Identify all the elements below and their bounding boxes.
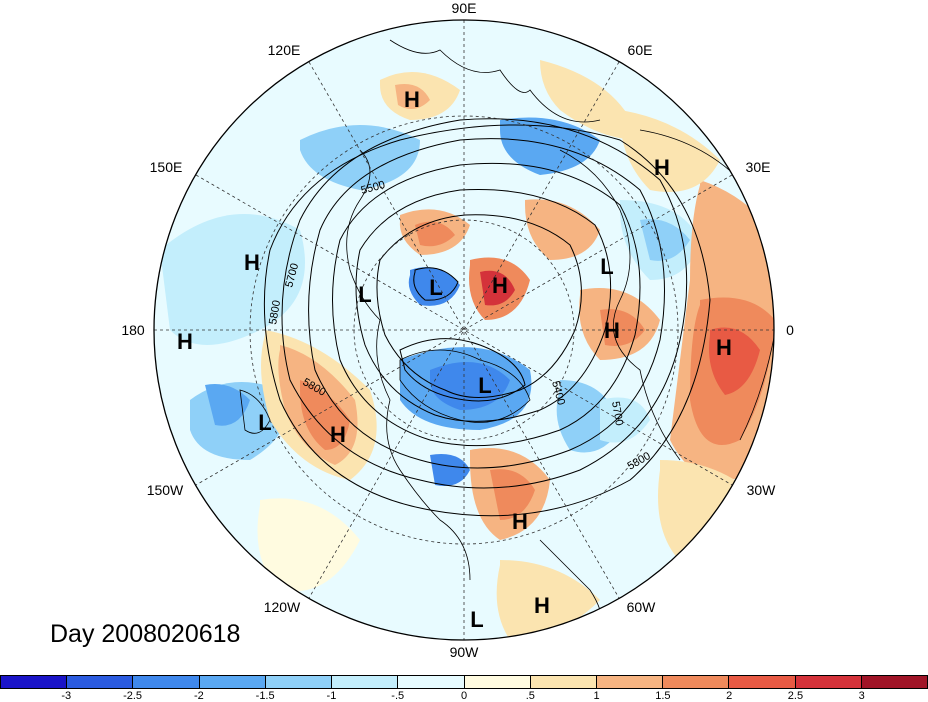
graticule bbox=[154, 20, 774, 640]
lon-label-120e: 120E bbox=[268, 42, 301, 58]
colorbar-tick-label: 2 bbox=[726, 690, 733, 702]
low-pressure-label: L bbox=[429, 275, 442, 300]
colorbar-tick-label: .5 bbox=[525, 690, 535, 702]
colorbar-swatch bbox=[663, 676, 730, 688]
lon-label-180: 180 bbox=[121, 322, 145, 338]
low-pressure-label: L bbox=[600, 254, 613, 279]
high-pressure-label: H bbox=[177, 329, 193, 354]
colorbar-swatch bbox=[133, 676, 200, 688]
pressure-centers: H H H H H H H H H H H L L L L L L bbox=[177, 87, 732, 632]
colorbar-swatch bbox=[530, 676, 597, 688]
colorbar-swatch bbox=[596, 676, 664, 688]
low-pressure-label: L bbox=[470, 607, 483, 632]
map-disk bbox=[154, 20, 774, 640]
colorbar-tick-label: 2.5 bbox=[787, 690, 804, 702]
colorbar-swatch bbox=[795, 676, 862, 688]
high-pressure-label: H bbox=[330, 422, 346, 447]
lon-label-0: 0 bbox=[786, 322, 794, 338]
colorbar-tick-label: -1 bbox=[326, 690, 337, 702]
polar-map: 5500 5700 5800 5800 5400 5700 5800 90E 6… bbox=[121, 0, 794, 660]
colorbar-tick-label: -.5 bbox=[391, 690, 405, 702]
colorbar-swatch bbox=[67, 676, 134, 688]
low-pressure-label: L bbox=[258, 410, 271, 435]
colorbar-swatch bbox=[729, 676, 796, 688]
lon-label-90w: 90W bbox=[450, 644, 480, 660]
anomaly-field bbox=[160, 60, 774, 640]
lon-label-150e: 150E bbox=[150, 159, 183, 175]
high-pressure-label: H bbox=[404, 87, 420, 112]
map-title: Day 2008020618 bbox=[50, 620, 241, 648]
lon-label-90e: 90E bbox=[452, 0, 477, 16]
lon-label-60w: 60W bbox=[627, 599, 657, 615]
colorbar-tick-label: 3 bbox=[858, 690, 865, 702]
colorbar-swatch bbox=[1, 676, 68, 688]
high-pressure-label: H bbox=[654, 155, 670, 180]
colorbar-swatch bbox=[398, 676, 465, 688]
high-pressure-label: H bbox=[244, 250, 260, 275]
colorbar-tick-label: -2.5 bbox=[123, 690, 143, 702]
colorbar-tick-label: 1 bbox=[593, 690, 600, 702]
colorbar-tick-label: -1.5 bbox=[255, 690, 275, 702]
lon-label-60e: 60E bbox=[628, 42, 653, 58]
map-border bbox=[153, 19, 775, 641]
colorbar bbox=[0, 675, 928, 689]
lon-label-150w: 150W bbox=[147, 482, 184, 498]
contour-label: 5800 bbox=[267, 299, 283, 325]
colorbar-tick-label: -3 bbox=[61, 690, 72, 702]
colorbar-tick-label: -2 bbox=[193, 690, 204, 702]
colorbar-tick-label: 1.5 bbox=[655, 690, 671, 702]
height-contours bbox=[263, 118, 711, 517]
high-pressure-label: H bbox=[512, 509, 528, 534]
high-pressure-label: H bbox=[492, 273, 508, 298]
high-pressure-label: H bbox=[716, 335, 732, 360]
colorbar-swatch bbox=[464, 676, 531, 688]
colorbar-swatch bbox=[861, 676, 928, 688]
contour-label: 5700 bbox=[609, 400, 625, 426]
low-pressure-label: L bbox=[478, 373, 491, 398]
lon-label-30e: 30E bbox=[746, 159, 771, 175]
lon-label-30w: 30W bbox=[747, 482, 777, 498]
colorbar-swatch bbox=[265, 676, 333, 688]
colorbar-labels: -3 -2.5 -2 -1.5 -1 -.5 0 .5 1 1.5 2 2.5 3 bbox=[0, 690, 928, 702]
high-pressure-label: H bbox=[534, 593, 550, 618]
lon-label-120w: 120W bbox=[264, 599, 301, 615]
colorbar-tick-label: 0 bbox=[460, 690, 468, 702]
colorbar-swatch bbox=[199, 676, 266, 688]
high-pressure-label: H bbox=[604, 318, 620, 343]
low-pressure-label: L bbox=[358, 282, 371, 307]
colorbar-swatch bbox=[332, 676, 399, 688]
longitude-labels: 90E 60E 30E 0 30W 60W 90W 120W 150W 180 … bbox=[121, 0, 794, 660]
